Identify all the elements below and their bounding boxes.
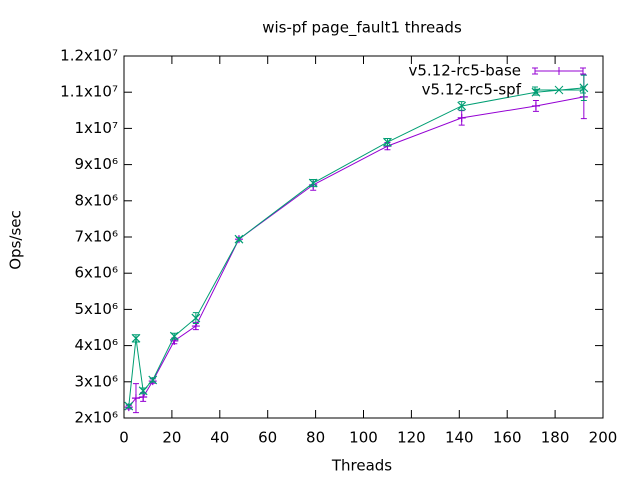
legend-sample	[532, 67, 586, 75]
series-line	[128, 87, 584, 407]
y-tick-label: 5x10⁶	[74, 300, 118, 318]
point	[131, 394, 140, 403]
y-tick-label: 6x10⁶	[74, 264, 118, 282]
point	[138, 386, 148, 396]
x-tick-label: 160	[493, 429, 522, 447]
x-axis-label: Threads	[331, 457, 392, 475]
point	[457, 113, 466, 122]
legend-label: v5.12-rc5-spf	[422, 81, 522, 99]
point	[124, 401, 134, 411]
y-tick-label: 1.1x10⁷	[60, 83, 118, 101]
point	[531, 101, 540, 110]
x-tick-label: 40	[210, 429, 229, 447]
x-tick-label: 100	[349, 429, 378, 447]
y-tick-label: 1.2x10⁷	[60, 47, 118, 65]
point	[383, 137, 392, 147]
point	[191, 313, 201, 323]
point	[457, 101, 467, 111]
x-tick-label: 120	[397, 429, 426, 447]
y-tick-label: 8x10⁶	[74, 191, 118, 209]
point	[139, 393, 148, 402]
plot-frame	[123, 55, 604, 419]
x-tick-label: 200	[589, 429, 618, 447]
y-tick-label: 1x10⁷	[74, 119, 118, 137]
point	[579, 83, 589, 93]
y-tick-label: 7x10⁶	[74, 228, 118, 246]
point	[131, 333, 141, 343]
point	[148, 375, 158, 385]
y-tick-label: 2x10⁶	[74, 409, 118, 427]
y-axis-label: Ops/sec	[7, 210, 25, 270]
point	[308, 178, 318, 188]
point	[234, 234, 244, 244]
x-tick-label: 80	[306, 429, 325, 447]
x-tick-label: 140	[445, 429, 474, 447]
y-tick-label: 9x10⁶	[74, 155, 118, 173]
y-tick-label: 4x10⁶	[74, 336, 118, 354]
x-tick-label: 60	[258, 429, 277, 447]
point	[169, 331, 179, 341]
legend-sample	[532, 85, 586, 95]
x-tick-label: 0	[119, 429, 129, 447]
chart-title: wis-pf page_fault1 threads	[262, 19, 462, 38]
x-tick-label: 180	[541, 429, 570, 447]
x-tick-label: 20	[162, 429, 181, 447]
y-tick-label: 3x10⁶	[74, 372, 118, 390]
legend-label: v5.12-rc5-base	[409, 62, 522, 80]
